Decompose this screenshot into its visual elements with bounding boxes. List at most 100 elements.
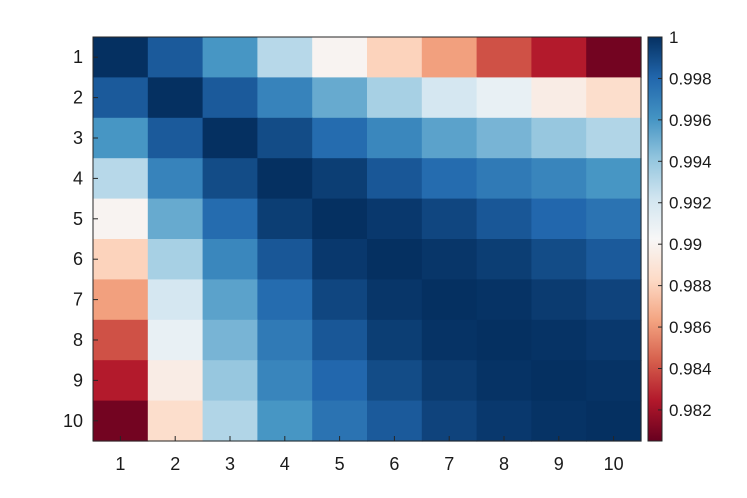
heatmap-cell-r1-c4 — [257, 37, 313, 78]
heatmap-cell-r9-c5 — [312, 360, 368, 402]
heatmap-cell-r6-c10 — [586, 239, 642, 280]
heatmap-cell-r5-c6 — [367, 198, 423, 240]
heatmap-cell-r2-c10 — [586, 77, 642, 119]
heatmap-cell-r3-c5 — [312, 117, 368, 159]
heatmap-cell-r2-c2 — [147, 77, 204, 119]
heatmap-cell-r6-c2 — [147, 239, 204, 280]
heatmap-cell-r4-c1 — [93, 158, 149, 200]
heatmap-cell-r4-c4 — [257, 158, 313, 200]
heatmap-cell-r10-c10 — [586, 400, 642, 442]
colorbar-tick-label: 0.992 — [669, 194, 712, 213]
colorbar-tick-label: 0.998 — [669, 69, 712, 88]
heatmap-cell-r6-c4 — [257, 239, 313, 280]
y-tick-label: 7 — [73, 290, 83, 310]
colorbar-tick-label: 0.99 — [669, 235, 702, 254]
y-tick-label: 2 — [73, 88, 83, 108]
heatmap-cell-r10-c3 — [202, 400, 258, 442]
x-tick-label: 3 — [225, 454, 235, 474]
heatmap-cell-r8-c2 — [147, 319, 204, 361]
heatmap-cell-r5-c5 — [312, 198, 368, 240]
heatmap-cell-r5-c8 — [476, 198, 532, 240]
y-tick-label: 8 — [73, 330, 83, 350]
heatmap-cell-r10-c9 — [531, 400, 587, 442]
heatmap-cell-r3-c6 — [367, 117, 423, 159]
heatmap-cell-r7-c10 — [586, 279, 642, 321]
heatmap-cell-r3-c7 — [421, 117, 478, 159]
heatmap-cell-r2-c6 — [367, 77, 423, 119]
heatmap-cell-r2-c1 — [93, 77, 149, 119]
heatmap-cell-r5-c2 — [147, 198, 204, 240]
heatmap-cell-r3-c1 — [93, 117, 149, 159]
heatmap-cell-r3-c10 — [586, 117, 642, 159]
heatmap-cell-r1-c1 — [93, 37, 149, 78]
colorbar-axis: 1 0.998 0.996 0.994 0.992 0.99 0.988 0.986 0.984… — [658, 28, 712, 420]
x-tick-label: 10 — [604, 454, 624, 474]
heatmap-cell-r9-c6 — [367, 360, 423, 402]
heatmap-cell-r3-c4 — [257, 117, 313, 159]
heatmap-cell-r10-c2 — [147, 400, 204, 442]
heatmap-cell-r9-c4 — [257, 360, 313, 402]
heatmap-cell-r6-c8 — [476, 239, 532, 280]
heatmap-cell-r1-c5 — [312, 37, 368, 78]
heatmap-cell-r4-c3 — [202, 158, 258, 200]
heatmap-cell-r8-c7 — [421, 319, 478, 361]
y-axis: 1 2 3 4 5 6 7 8 9 10 — [63, 47, 98, 431]
colorbar-tick-label: 0.986 — [669, 318, 712, 337]
heatmap-cell-r1-c2 — [147, 37, 204, 78]
heatmap-cell-r4-c7 — [421, 158, 478, 200]
heatmap-cell-r1-c6 — [367, 37, 423, 78]
heatmap-cell-r7-c6 — [367, 279, 423, 321]
heatmap-cell-r1-c7 — [421, 37, 478, 78]
x-tick-label: 9 — [554, 454, 564, 474]
y-tick-label: 5 — [73, 209, 83, 229]
heatmap-cell-r5-c1 — [93, 198, 149, 240]
heatmap-cell-r8-c5 — [312, 319, 368, 361]
heatmap-cell-r9-c8 — [476, 360, 532, 402]
heatmap-cell-r2-c4 — [257, 77, 313, 119]
heatmap-cell-r8-c1 — [93, 319, 149, 361]
heatmap-cell-r5-c10 — [586, 198, 642, 240]
heatmap-cell-r6-c5 — [312, 239, 368, 280]
heatmap-cell-r1-c3 — [202, 37, 258, 78]
heatmap-cell-r4-c2 — [147, 158, 204, 200]
y-tick-label: 9 — [73, 370, 83, 390]
heatmap-cell-r1-c8 — [476, 37, 532, 78]
heatmap-cell-r3-c3 — [202, 117, 258, 159]
heatmap-cell-r6-c6 — [367, 239, 423, 280]
heatmap-cell-r2-c7 — [421, 77, 478, 119]
heatmap-cell-r10-c5 — [312, 400, 368, 442]
heatmap-cell-r1-c9 — [531, 37, 587, 78]
heatmap-cell-r9-c10 — [586, 360, 642, 402]
heatmap-cell-r4-c9 — [531, 158, 587, 200]
heatmap-cell-r7-c1 — [93, 279, 149, 321]
colorbar-tick-label: 0.996 — [669, 111, 712, 130]
heatmap-cell-r8-c3 — [202, 319, 258, 361]
heatmap-cell-r6-c7 — [421, 239, 478, 280]
x-tick-label: 7 — [444, 454, 454, 474]
heatmap-cell-r2-c9 — [531, 77, 587, 119]
heatmap-cell-r4-c6 — [367, 158, 423, 200]
heatmap-cell-r9-c2 — [147, 360, 204, 402]
heatmap-cell-r7-c7 — [421, 279, 478, 321]
colorbar-tick-label: 0.984 — [669, 359, 712, 378]
colorbar-tick-label: 0.982 — [669, 401, 712, 420]
y-tick-label: 6 — [73, 249, 83, 269]
plot-frame — [92, 36, 642, 442]
heatmap-cell-r9-c1 — [93, 360, 149, 402]
x-tick-label: 1 — [115, 454, 125, 474]
heatmap-cell-r3-c9 — [531, 117, 587, 159]
heatmap-cell-r6-c3 — [202, 239, 258, 280]
heatmap-cell-r6-c9 — [531, 239, 587, 280]
heatmap-cell-r8-c9 — [531, 319, 587, 361]
x-tick-label: 5 — [335, 454, 345, 474]
heatmap-cell-r10-c8 — [476, 400, 532, 442]
heatmap-cell-r4-c5 — [312, 158, 368, 200]
x-tick-label: 4 — [280, 454, 290, 474]
heatmap-cell-r8-c6 — [367, 319, 423, 361]
heatmap-cell-r8-c4 — [257, 319, 313, 361]
heatmap-cell-r4-c8 — [476, 158, 532, 200]
heatmap-cell-r3-c8 — [476, 117, 532, 159]
y-tick-label: 10 — [63, 411, 83, 431]
heatmap-cell-r5-c9 — [531, 198, 587, 240]
